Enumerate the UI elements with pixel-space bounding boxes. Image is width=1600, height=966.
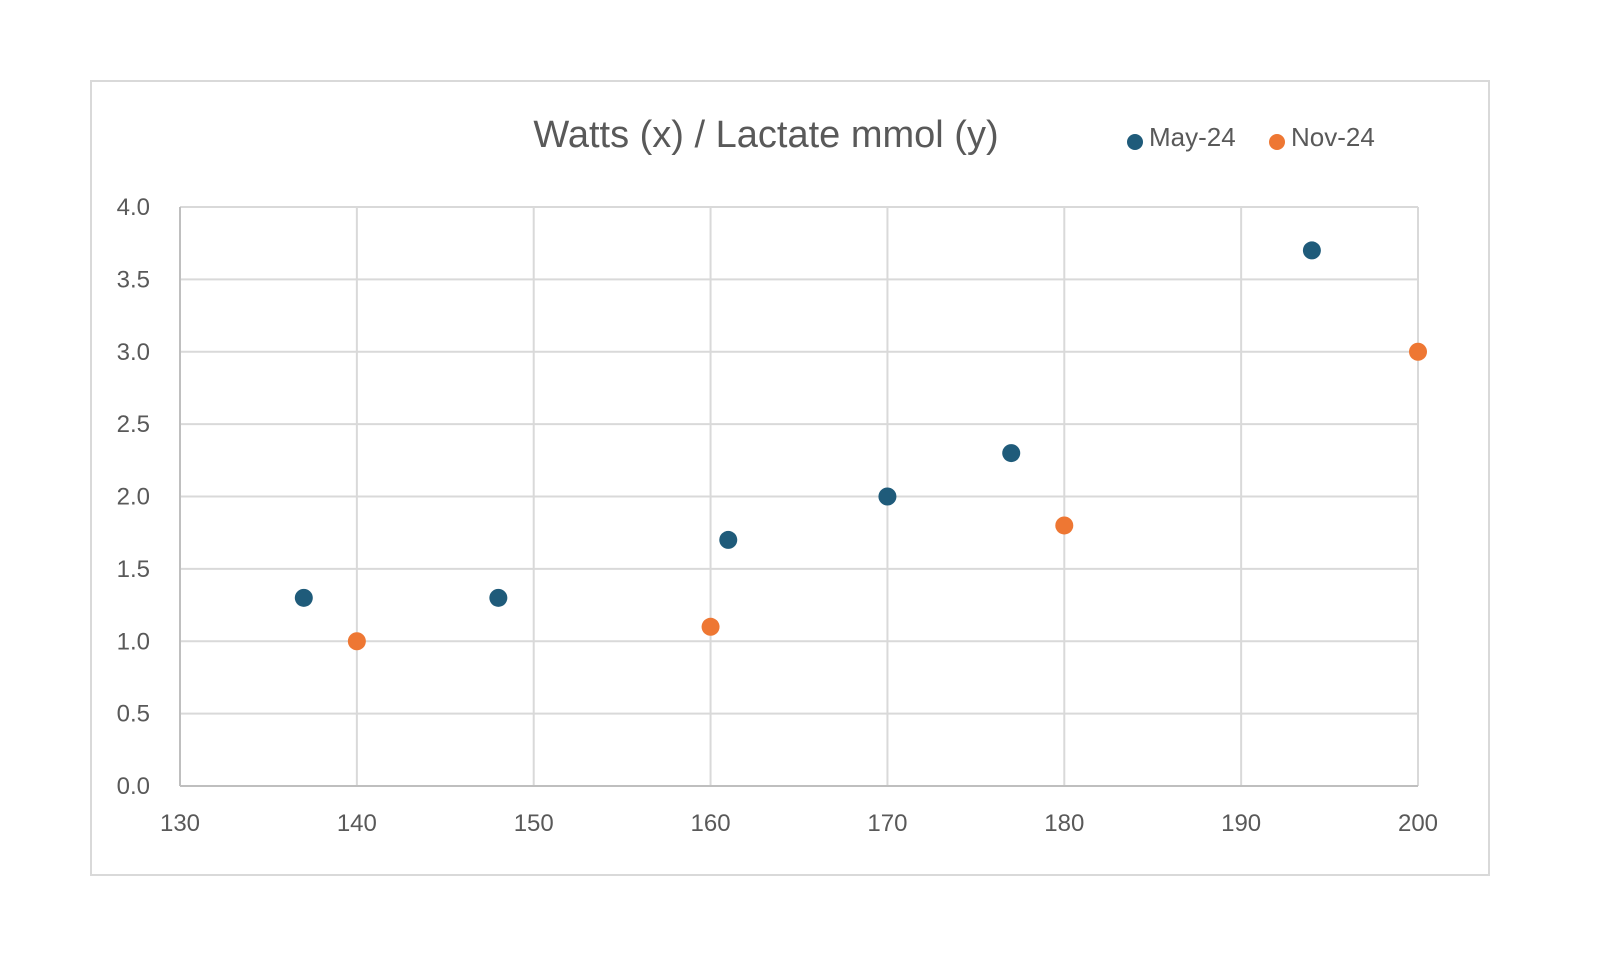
point-may-24 [878,487,897,506]
x-tick-label: 130 [160,810,200,837]
y-tick-label: 0.5 [117,701,150,728]
point-may-24 [489,588,508,607]
data-points [294,241,1427,651]
point-nov-24 [1055,516,1074,535]
x-tick-label: 190 [1221,810,1261,837]
point-may-24 [1002,444,1021,463]
y-tick-label: 1.0 [117,628,150,655]
legend-item-may-24: May-24 [1127,122,1236,152]
point-may-24 [1302,241,1321,260]
x-tick-label: 180 [1044,810,1084,837]
legend-item-nov-24: Nov-24 [1269,122,1375,152]
y-tick-label: 0.0 [117,773,150,800]
point-nov-24 [701,617,720,636]
point-may-24 [294,588,313,607]
y-tick-label: 1.5 [117,556,150,583]
y-tick-label: 3.5 [117,266,150,293]
chart-area [90,80,1490,876]
y-tick-label: 2.0 [117,484,150,511]
legend-marker-may-24 [1127,134,1143,150]
x-tick-label: 170 [867,810,907,837]
x-tick-label: 200 [1398,810,1438,837]
x-tick-label: 140 [337,810,377,837]
grid [180,206,1419,786]
point-nov-24 [1409,342,1427,361]
legend-marker-nov-24 [1269,134,1285,150]
y-tick-label: 3.0 [117,339,150,366]
y-tick-label: 4.0 [117,194,150,221]
x-tick-label: 150 [514,810,554,837]
x-tick-label: 160 [691,810,731,837]
legend-label-nov-24: Nov-24 [1291,122,1375,152]
y-tick-label: 2.5 [117,411,150,438]
axes [179,207,1418,787]
legend-label-may-24: May-24 [1149,122,1236,152]
chart-title: Watts (x) / Lactate mmol (y) [533,114,998,156]
point-nov-24 [347,632,366,651]
point-may-24 [719,530,738,549]
legend: May-24 Nov-24 [1127,122,1375,152]
tick-labels: 0.0 0.5 1.0 1.5 2.0 2.5 3.0 3.5 4.0 130 140 150 160 1… [117,194,1438,837]
